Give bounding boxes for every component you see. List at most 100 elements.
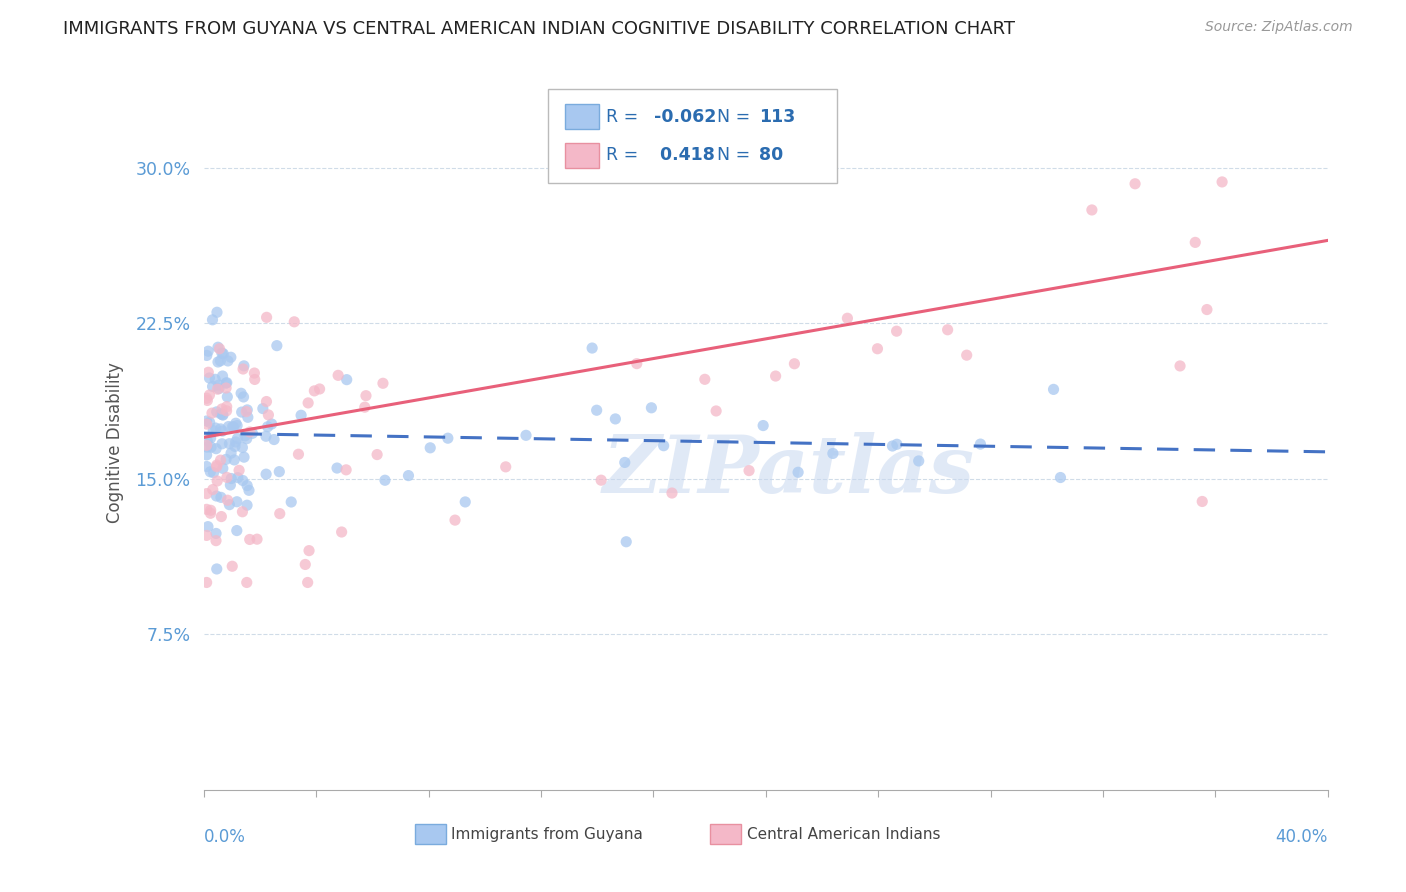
Point [232,390,254,404]
Point [231,505,253,519]
Point [371,376,394,391]
Point [626,357,648,371]
Point [207,382,229,396]
Point [231,405,253,419]
Point [1081,202,1104,217]
Point [201,406,224,420]
Point [200,503,222,517]
Point [205,474,228,488]
Point [195,393,218,408]
Point [226,470,249,484]
Point [336,373,359,387]
Point [661,486,683,500]
Point [882,439,904,453]
Point [195,417,218,431]
Text: IMMIGRANTS FROM GUYANA VS CENTRAL AMERICAN INDIAN COGNITIVE DISABILITY CORRELATI: IMMIGRANTS FROM GUYANA VS CENTRAL AMERIC… [63,20,1015,37]
Point [201,379,224,393]
Point [1168,359,1191,373]
Point [256,419,278,434]
Point [226,432,249,446]
Point [207,340,229,354]
Point [232,359,254,373]
Point [225,524,247,538]
Point [195,438,218,452]
Point [257,408,280,422]
Point [821,446,844,460]
Point [215,381,238,395]
Point [354,389,377,403]
Point [215,470,238,484]
Point [837,311,859,326]
Point [228,463,250,477]
Point [205,562,228,576]
Point [256,310,278,325]
Point [225,416,247,430]
Point [266,338,288,352]
Point [328,368,350,383]
Point [195,448,218,462]
Point [225,435,247,450]
Point [226,418,249,433]
Point [591,473,613,487]
Point [195,348,218,362]
Point [444,513,467,527]
Point [205,533,228,548]
Point [221,420,243,434]
Point [304,384,326,398]
Point [236,410,259,425]
Text: 0.0%: 0.0% [204,828,246,846]
Point [218,498,240,512]
Point [254,429,277,443]
Point [232,362,254,376]
Point [202,466,225,480]
Point [269,507,291,521]
Point [211,408,233,422]
Point [236,478,259,492]
Point [252,401,274,416]
Point [198,371,221,385]
Point [294,558,316,572]
Point [211,401,233,416]
Point [195,434,218,448]
Point [205,442,228,456]
Point [197,344,219,359]
Point [205,458,228,472]
Point [195,440,218,454]
Point [195,486,218,500]
Point [224,440,246,454]
Point [217,354,239,368]
Point [330,524,353,539]
Point [224,453,246,467]
Point [366,448,388,462]
Point [581,341,603,355]
Point [652,439,675,453]
Point [256,394,278,409]
Point [787,465,810,479]
Point [211,369,233,384]
Point [374,473,396,487]
Point [283,315,305,329]
Point [217,390,239,404]
Text: R =: R = [606,146,638,164]
Point [212,347,235,361]
Point [969,437,991,451]
Point [197,519,219,533]
Point [208,382,231,396]
Point [208,342,231,356]
Point [198,388,221,402]
Text: Immigrants from Guyana: Immigrants from Guyana [451,827,643,841]
Point [197,365,219,379]
Point [353,400,375,414]
Point [752,418,775,433]
Point [704,404,727,418]
Point [1049,470,1071,484]
Point [208,378,231,392]
Point [222,420,245,434]
Point [290,409,312,423]
Point [218,436,240,450]
Point [238,483,260,498]
Point [211,424,233,438]
Point [218,419,240,434]
Point [209,509,232,524]
Point [907,454,929,468]
